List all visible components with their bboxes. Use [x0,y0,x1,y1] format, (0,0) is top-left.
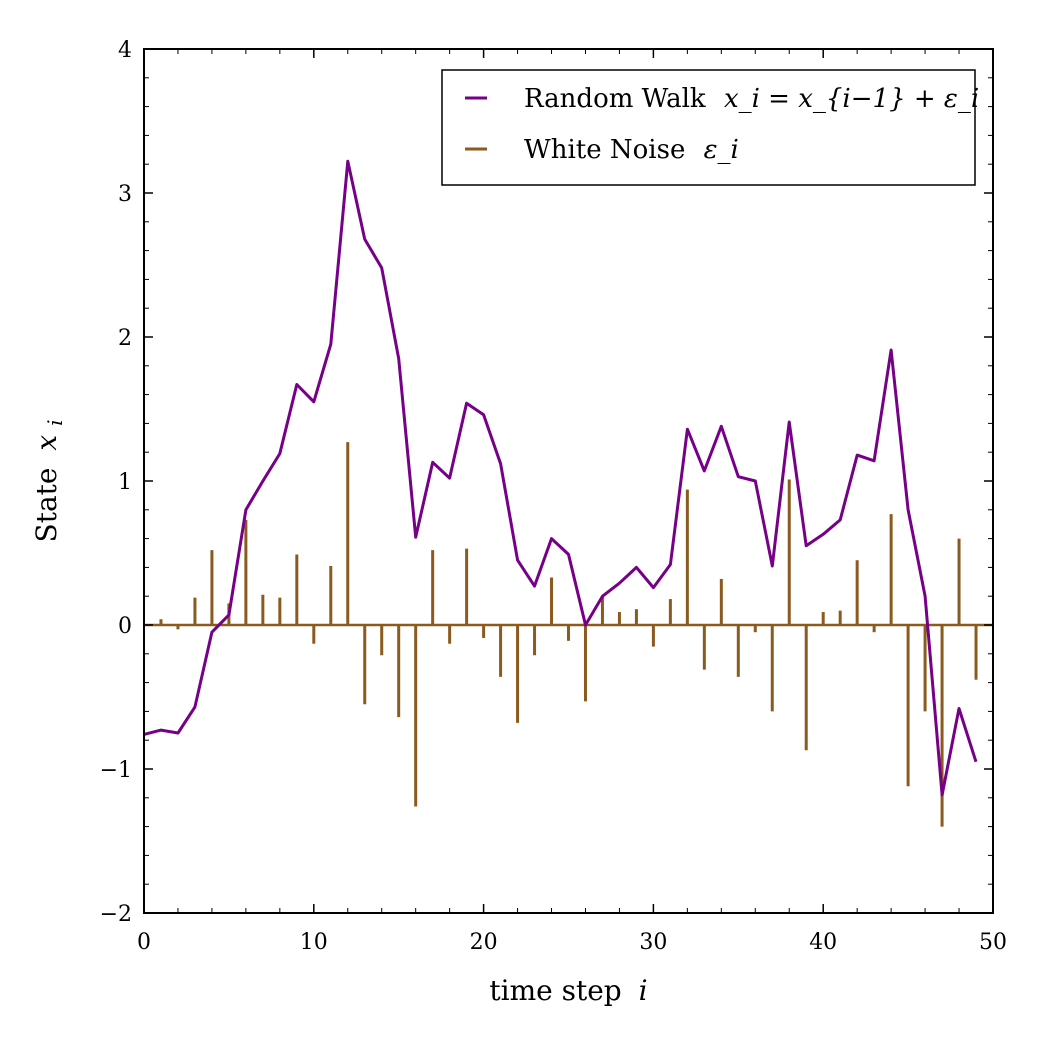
x-axis-label-text: time step [489,974,621,1007]
y-tick-label: 0 [118,614,132,639]
x-tick-label: 50 [979,930,1007,955]
legend-white-noise-label: White Noise ε_i [524,135,739,165]
legend-box [441,69,976,186]
legend: Random Walk x_i = x_{i−1} + ε_i White No… [441,69,979,186]
y-tick-label: 4 [118,38,132,63]
y-tick-label: −1 [100,758,132,783]
legend-white-noise-math: ε_i [704,135,739,165]
y-tick-label: 3 [118,182,132,207]
random-walk-line-layer [143,159,978,797]
white-noise-stems [159,442,978,827]
legend-random-walk-text: Random Walk [524,84,706,114]
random-walk-line [143,159,978,797]
y-tick-label: −2 [100,902,132,927]
legend-random-walk-math: x_i = x_{i−1} + ε_i [724,84,979,114]
plot-frame [143,48,994,914]
tick-labels: 0 10 20 30 40 50 −2 −1 0 1 2 3 4 [100,38,1007,955]
x-axis-label: time step i [489,974,647,1007]
x-tick-label: 10 [300,930,328,955]
x-tick-label: 20 [470,930,498,955]
y-axis-label-text: State [30,468,63,543]
x-tick-label: 30 [639,930,667,955]
x-tick-label: 0 [137,930,151,955]
legend-random-walk-label: Random Walk x_i = x_{i−1} + ε_i [524,84,979,114]
y-tick-label: 2 [118,326,132,351]
legend-white-noise-text: White Noise [524,135,685,165]
y-axis-label: State x i [30,420,67,543]
x-tick-label: 40 [809,930,837,955]
y-tick-label: 1 [118,470,132,495]
x-axis-label-var: i [639,974,648,1007]
y-axis-label-sub: i [43,420,67,426]
y-axis-label-var: x [30,435,63,451]
